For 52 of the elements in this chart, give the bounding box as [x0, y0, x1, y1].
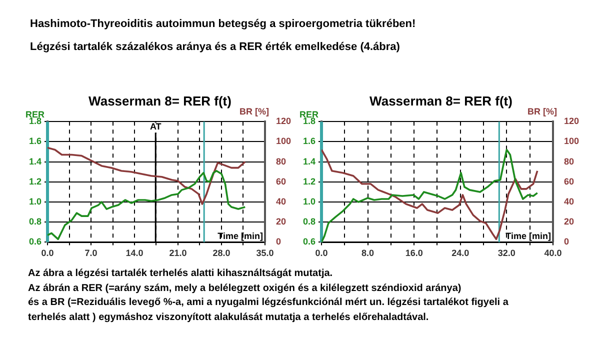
- y-tick-label: 1.0: [302, 196, 316, 206]
- x-tick-label: 7.0: [84, 248, 98, 258]
- y-tick-label: 0.8: [302, 216, 316, 227]
- x-tick-label: 0.0: [41, 248, 54, 258]
- x-tick-label: 14.0: [126, 248, 144, 258]
- y2-tick-label: 0: [276, 236, 281, 247]
- x-tick-label: 24.0: [452, 248, 470, 258]
- chart-title: Wasserman 8= RER f(t): [88, 93, 232, 108]
- y-tick-label: 1.2: [28, 176, 42, 186]
- y2-axis-title: BR [%]: [239, 106, 269, 117]
- x-tick-label: 28.0: [212, 248, 230, 258]
- y2-tick-label: 100: [564, 136, 580, 146]
- y2-tick-label: 40: [276, 196, 286, 206]
- y2-tick-label: 60: [564, 176, 574, 186]
- x-tick-label: 8.0: [362, 248, 374, 258]
- y2-tick-label: 60: [276, 176, 286, 186]
- y2-tick-label: 0: [564, 236, 569, 247]
- x-axis-title: Time [min]: [218, 231, 263, 242]
- y-tick-label: 1.0: [28, 196, 42, 206]
- y-tick-label: 1.8: [28, 116, 42, 126]
- ref-line-label: AT: [150, 122, 162, 132]
- y2-tick-label: 40: [564, 196, 574, 206]
- y2-axis-title: BR [%]: [527, 106, 557, 117]
- y2-tick-label: 120: [564, 116, 580, 126]
- x-tick-label: 40.0: [544, 248, 562, 258]
- x-tick-label: 21.0: [169, 248, 187, 258]
- y-tick-label: 1.2: [302, 176, 316, 186]
- y2-tick-label: 20: [276, 216, 286, 227]
- y-tick-label: 1.6: [28, 136, 42, 146]
- text: terhelés alatt ) egymáshoz viszonyított alakulását mutatja a terhelés előrehaladtával.: [28, 310, 430, 324]
- y2-tick-label: 20: [564, 216, 574, 227]
- y-tick-label: 0.8: [28, 216, 42, 227]
- y-tick-label: 1.4: [302, 156, 316, 166]
- text: Légzési tartalék százalékos aránya és a RER érték emelkedése (4.ábra): [30, 40, 401, 55]
- y2-tick-label: 100: [276, 136, 292, 146]
- x-tick-label: 0.0: [315, 248, 328, 258]
- x-tick-label: 35.0: [256, 248, 274, 258]
- y-tick-label: 0.6: [28, 236, 42, 247]
- y2-tick-label: 80: [564, 156, 574, 166]
- chart-title: Wasserman 8= RER f(t): [370, 93, 512, 108]
- y-tick-label: 1.8: [302, 116, 316, 126]
- y-tick-label: 1.4: [28, 156, 42, 166]
- y-tick-label: 0.6: [302, 236, 316, 247]
- y2-tick-label: 80: [276, 156, 286, 166]
- x-tick-label: 16.0: [405, 248, 423, 258]
- text: Hashimoto-Thyreoiditis autoimmun betegség a spiroergometria tükrében!: [30, 17, 416, 32]
- text: Az ábrán a RER (=arány szám, mely a belélegzett oxigén és a kilélegzett széndioxid aránya): [28, 282, 462, 296]
- x-tick-label: 32.0: [498, 248, 516, 258]
- y-tick-label: 1.6: [302, 136, 316, 146]
- text: Az ábra a légzési tartalék terhelés alatti kihasználtságát mutatja.: [28, 267, 334, 281]
- y2-tick-label: 120: [276, 116, 292, 126]
- text: és a BR (=Reziduális levegő %-a, ami a nyugalmi légzésfunkciónál mért un. légzési tartalékot figyeli a: [28, 296, 510, 310]
